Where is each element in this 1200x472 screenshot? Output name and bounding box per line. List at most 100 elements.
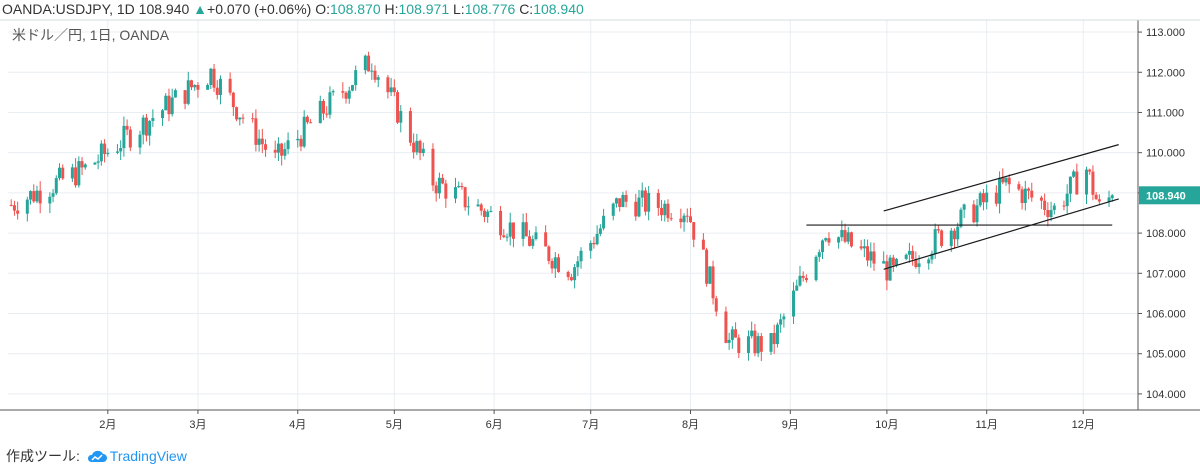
candle-body — [569, 277, 573, 281]
candle — [962, 203, 966, 219]
candle-body — [193, 84, 197, 88]
candle-body — [48, 196, 52, 204]
candle — [141, 114, 145, 145]
candle — [302, 110, 306, 149]
candle — [418, 139, 422, 161]
candle — [354, 65, 358, 91]
up-arrow-icon: ▲ — [193, 1, 208, 17]
candle — [144, 113, 148, 142]
candle-body — [643, 190, 647, 212]
candle-body — [1001, 177, 1005, 183]
candle — [730, 326, 734, 349]
candle — [940, 229, 944, 248]
candle — [663, 200, 667, 222]
candle — [431, 143, 435, 192]
candle — [682, 213, 686, 232]
candle — [647, 186, 651, 221]
candle — [618, 198, 622, 212]
candle — [849, 231, 853, 248]
candle — [74, 158, 78, 188]
candle-body — [257, 138, 261, 145]
candle — [434, 181, 438, 202]
candle — [1052, 202, 1056, 215]
candle-body — [927, 259, 931, 264]
candle-body — [415, 140, 419, 153]
candle-body — [228, 78, 232, 93]
candle — [341, 82, 345, 99]
candle — [824, 237, 828, 243]
candle — [466, 196, 470, 216]
candle-body — [299, 138, 303, 147]
candle — [215, 80, 219, 100]
x-tick-label: 12月 — [1072, 419, 1095, 431]
candle — [544, 225, 548, 247]
candle-body — [737, 337, 741, 353]
candle-body — [305, 116, 309, 123]
candle-body — [907, 250, 911, 255]
candle-body — [325, 113, 329, 115]
candle — [29, 190, 33, 205]
candle — [557, 253, 561, 273]
candle-body — [251, 118, 255, 120]
candle — [389, 77, 393, 97]
chart-subtitle: 米ドル／円, 1日, OANDA — [12, 27, 170, 43]
candle — [685, 208, 689, 223]
candle-body — [959, 209, 963, 227]
candle-body — [1023, 188, 1027, 204]
candle-body — [489, 210, 493, 212]
candle-body — [972, 204, 976, 223]
candle — [119, 140, 123, 161]
candle — [1094, 191, 1098, 200]
candle-body — [618, 198, 622, 208]
candle-body — [93, 162, 97, 165]
candle — [257, 129, 261, 152]
last-price: 108.940 — [138, 1, 190, 17]
candle — [547, 245, 551, 265]
candle-body — [714, 298, 718, 312]
candle-body — [302, 116, 306, 147]
candle-body — [756, 336, 760, 354]
candle — [264, 139, 268, 157]
candle-body — [321, 100, 325, 114]
candle — [48, 192, 52, 214]
candle-body — [276, 143, 280, 153]
price-chart[interactable]: 104.000105.000106.000107.000108.000109.0… — [0, 0, 1200, 440]
candle — [759, 332, 763, 362]
candle — [367, 51, 371, 72]
tradingview-link[interactable]: TradingView — [109, 448, 187, 464]
candle — [840, 220, 844, 242]
candle — [1091, 165, 1095, 201]
candle — [453, 177, 457, 204]
candle-body — [798, 275, 802, 286]
candle-body — [1075, 171, 1079, 195]
candle-body — [309, 122, 313, 124]
candle — [553, 251, 557, 278]
candle-body — [827, 238, 831, 243]
candle — [32, 184, 36, 203]
candle-body — [1091, 171, 1095, 195]
candle — [489, 205, 493, 213]
candle — [1039, 195, 1043, 210]
candle-body — [138, 134, 142, 148]
candle-body — [769, 333, 773, 352]
candle-body — [1004, 177, 1008, 183]
candle-body — [119, 148, 123, 152]
candle-body — [141, 117, 145, 135]
candle — [254, 109, 258, 152]
candle — [611, 202, 615, 221]
candle — [724, 306, 728, 344]
trendline — [883, 144, 1119, 212]
candle — [235, 106, 239, 122]
candle-body — [241, 117, 245, 119]
candle-body — [550, 260, 554, 269]
candle — [589, 240, 593, 259]
low-value: 108.776 — [464, 1, 516, 17]
candle — [99, 140, 103, 166]
candle-body — [1062, 205, 1066, 207]
candle — [550, 258, 554, 274]
candle-body — [296, 138, 300, 141]
candle-body — [173, 90, 177, 98]
candle-body — [640, 190, 644, 198]
candle-body — [904, 254, 908, 259]
candle-body — [544, 232, 548, 247]
